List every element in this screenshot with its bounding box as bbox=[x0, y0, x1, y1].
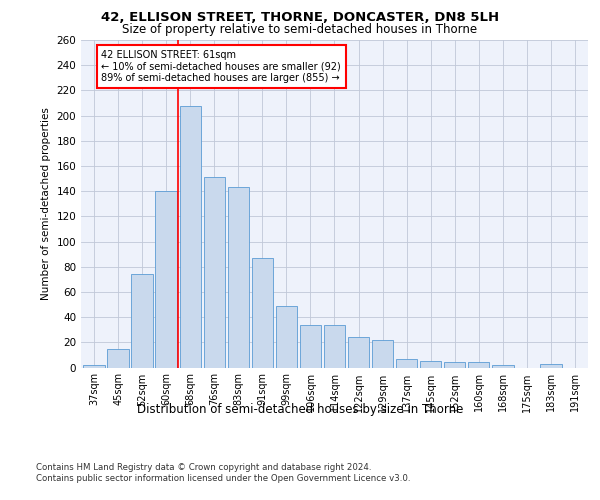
Text: Contains HM Land Registry data © Crown copyright and database right 2024.: Contains HM Land Registry data © Crown c… bbox=[36, 462, 371, 471]
Bar bbox=[468, 362, 490, 368]
Y-axis label: Number of semi-detached properties: Number of semi-detached properties bbox=[41, 108, 51, 300]
Bar bbox=[323, 324, 346, 368]
Bar bbox=[299, 324, 321, 368]
Bar bbox=[107, 348, 129, 368]
Bar bbox=[348, 338, 370, 368]
Bar bbox=[444, 362, 466, 368]
Text: 42, ELLISON STREET, THORNE, DONCASTER, DN8 5LH: 42, ELLISON STREET, THORNE, DONCASTER, D… bbox=[101, 11, 499, 24]
Text: Contains public sector information licensed under the Open Government Licence v3: Contains public sector information licen… bbox=[36, 474, 410, 483]
Bar bbox=[83, 365, 105, 368]
Bar bbox=[203, 178, 225, 368]
Bar bbox=[275, 306, 297, 368]
Bar bbox=[492, 365, 514, 368]
Bar bbox=[420, 361, 442, 368]
Bar bbox=[131, 274, 153, 368]
Bar bbox=[251, 258, 273, 368]
Text: Distribution of semi-detached houses by size in Thorne: Distribution of semi-detached houses by … bbox=[137, 402, 463, 415]
Text: 42 ELLISON STREET: 61sqm
← 10% of semi-detached houses are smaller (92)
89% of s: 42 ELLISON STREET: 61sqm ← 10% of semi-d… bbox=[101, 50, 341, 84]
Text: Size of property relative to semi-detached houses in Thorne: Size of property relative to semi-detach… bbox=[122, 24, 478, 36]
Bar bbox=[372, 340, 394, 367]
Bar bbox=[396, 358, 418, 368]
Bar bbox=[227, 188, 249, 368]
Bar bbox=[540, 364, 562, 368]
Bar bbox=[155, 191, 177, 368]
Bar bbox=[179, 106, 201, 368]
